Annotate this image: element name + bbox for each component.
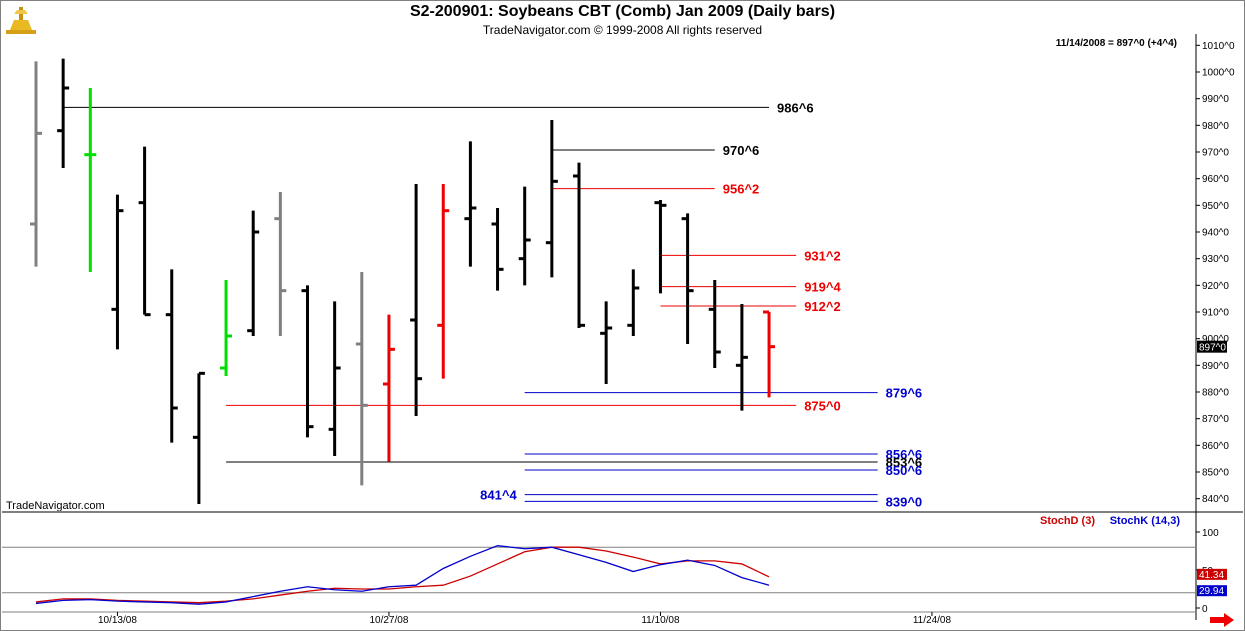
stoch-last-marker — [1197, 585, 1227, 597]
date-tick-label: 10/27/08 — [369, 615, 408, 626]
level-label: 853^6 — [886, 455, 923, 470]
price-tick-label: 880^0 — [1202, 388, 1229, 399]
last-price-marker — [1197, 340, 1227, 353]
price-tick-label: 900^0 — [1202, 334, 1229, 345]
level-label: 839^0 — [886, 494, 923, 509]
chart-title: S2-200901: Soybeans CBT (Comb) Jan 2009 … — [409, 3, 836, 20]
price-tick-label: 980^0 — [1202, 121, 1229, 132]
level-label: 919^4 — [804, 280, 841, 295]
price-tick-label: 930^0 — [1202, 254, 1229, 265]
stoch-last-label: 41.34 — [1199, 570, 1224, 581]
date-tick-label: 11/10/08 — [641, 615, 680, 626]
legend-stochk: StochK (14,3) — [1109, 515, 1180, 527]
last-price-label: 897^0 — [1199, 343, 1226, 354]
chart-subtitle: TradeNavigator.com © 1999-2008 All right… — [482, 23, 763, 37]
level-label: 931^2 — [804, 248, 841, 263]
stoch-series-line — [35, 546, 770, 604]
watermark-text: TradeNavigator.com — [6, 500, 105, 512]
stoch-last-label: 29.94 — [1199, 586, 1224, 597]
price-tick-label: 840^0 — [1202, 494, 1229, 505]
price-tick-label: 860^0 — [1202, 441, 1229, 452]
price-tick-label: 870^0 — [1202, 414, 1229, 425]
level-label: 970^6 — [723, 143, 760, 158]
level-label: 856^6 — [886, 447, 923, 462]
stoch-tick-label: 100 — [1202, 528, 1219, 539]
level-label: 986^6 — [777, 100, 814, 115]
price-tick-label: 910^0 — [1202, 308, 1229, 319]
level-label: 841^4 — [480, 488, 517, 503]
date-tick-label: 11/24/08 — [913, 615, 952, 626]
level-label: 956^2 — [723, 182, 760, 197]
price-tick-label: 920^0 — [1202, 281, 1229, 292]
stoch-series-line — [35, 545, 770, 605]
price-tick-label: 890^0 — [1202, 361, 1229, 372]
last-bar-stamp: 11/14/2008 = 897^0 (+4^4) — [1055, 38, 1177, 49]
level-label: 850^6 — [886, 463, 923, 478]
price-tick-label: 1010^0 — [1202, 41, 1235, 52]
trade-navigator-logo — [6, 7, 36, 34]
price-tick-label: 990^0 — [1202, 94, 1229, 105]
date-tick-label: 10/13/08 — [98, 615, 137, 626]
stoch-tick-label: 0 — [1202, 604, 1208, 615]
level-label: 879^6 — [886, 386, 923, 401]
price-tick-label: 850^0 — [1202, 468, 1229, 479]
price-tick-label: 960^0 — [1202, 174, 1229, 185]
price-tick-label: 970^0 — [1202, 148, 1229, 159]
legend-stochd: StochD (3) — [1040, 515, 1095, 527]
level-label: 912^2 — [804, 299, 841, 314]
scroll-right-arrow-icon[interactable] — [1209, 613, 1235, 627]
price-tick-label: 950^0 — [1202, 201, 1229, 212]
level-label: 875^0 — [804, 398, 841, 413]
price-tick-label: 1000^0 — [1202, 68, 1235, 79]
stoch-last-marker — [1197, 568, 1227, 580]
price-tick-label: 940^0 — [1202, 228, 1229, 239]
